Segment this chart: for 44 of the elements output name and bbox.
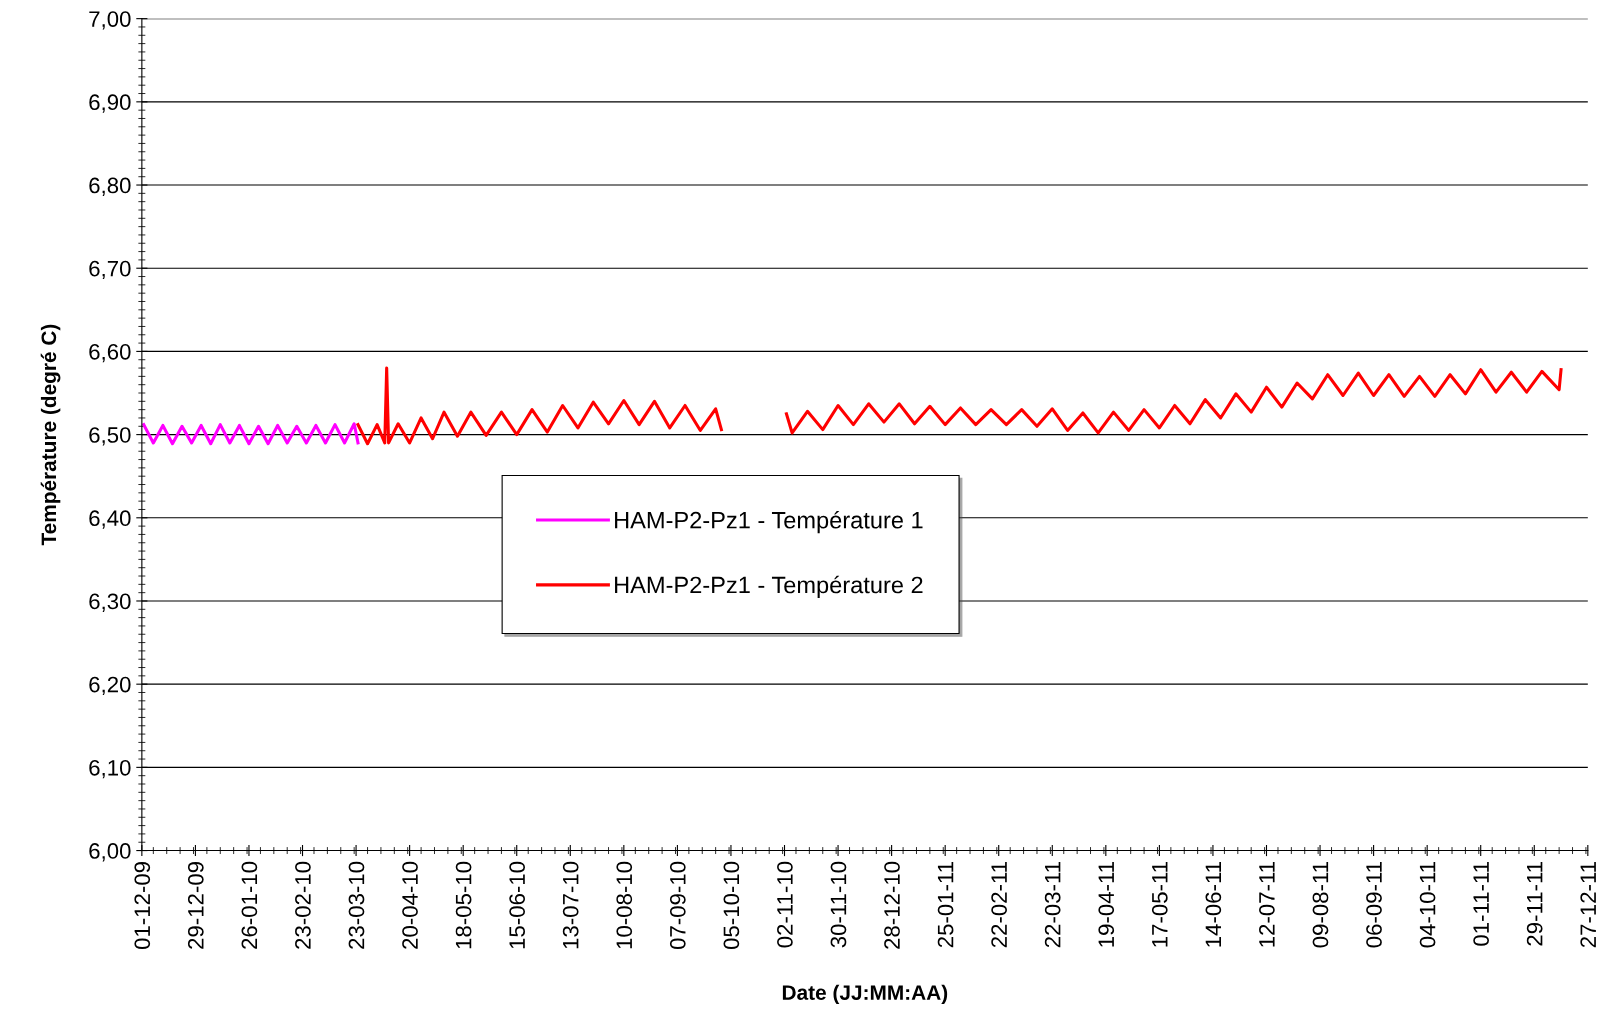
y-tick-label: 6,50 xyxy=(89,427,131,446)
y-tick-label: 6,70 xyxy=(89,260,131,280)
y-tick-label: 6,40 xyxy=(89,510,131,529)
x-tick-label: 29-12-09 xyxy=(187,862,204,949)
y-tick-label: 6,10 xyxy=(89,759,131,779)
x-tick-label: 12-07-11 xyxy=(1259,862,1275,947)
x-tick-label: 23-03-10 xyxy=(348,861,365,949)
x-tick-label: 17-05-11 xyxy=(1151,862,1168,947)
x-tick-label: 14-06-11 xyxy=(1205,862,1222,947)
x-tick-label: 30-11-10 xyxy=(830,861,847,948)
x-tick-label: 02-11-10 xyxy=(777,861,793,948)
x-tick-label: 26-01-10 xyxy=(241,861,258,949)
y-tick-label: 6,00 xyxy=(89,843,131,862)
y-axis-title: Température (degré C) xyxy=(40,324,61,546)
x-tick-label: 27-12-11 xyxy=(1580,862,1596,948)
y-tick-label: 6,60 xyxy=(89,343,131,363)
x-tick-label: 13-07-10 xyxy=(562,861,579,949)
x-axis-title: Date (JJ:MM:AA) xyxy=(782,984,948,1005)
y-tick-label: 6,20 xyxy=(89,676,131,696)
line-series xyxy=(142,422,360,446)
y-tick-label: 7,00 xyxy=(89,11,131,30)
x-tick-label: 18-05-10 xyxy=(455,861,472,949)
x-tick-label: 29-11-11 xyxy=(1526,862,1543,946)
legend-label: HAM-P2-Pz1 - Température 2 xyxy=(615,575,923,599)
x-tick-label: 25-01-11 xyxy=(937,862,954,948)
x-tick-label: 09-08-11 xyxy=(1312,862,1329,948)
x-tick-label: 15-06-10 xyxy=(509,861,526,949)
x-tick-label: 07-09-10 xyxy=(669,861,686,950)
x-tick-label: 06-09-11 xyxy=(1366,862,1382,948)
x-tick-label: 28-12-10 xyxy=(884,861,900,949)
x-tick-label: 10-08-10 xyxy=(616,861,633,949)
x-tick-label: 19-04-11 xyxy=(1098,862,1115,947)
x-tick-label: 05-10-10 xyxy=(723,861,740,950)
x-tick-label: 22-02-11 xyxy=(991,862,1007,948)
x-tick-label: 01-11-11 xyxy=(1473,862,1489,946)
x-tick-label: 04-10-11 xyxy=(1419,862,1436,948)
y-tick-label: 6,90 xyxy=(89,94,131,113)
x-tick-label: 23-02-10 xyxy=(295,861,311,949)
x-tick-label: 20-04-10 xyxy=(402,861,418,949)
x-tick-label: 22-03-11 xyxy=(1044,862,1061,948)
legend-label: HAM-P2-Pz1 - Température 1 xyxy=(615,510,923,534)
y-tick-label: 6,30 xyxy=(89,593,131,612)
y-tick-label: 6,80 xyxy=(89,177,131,196)
x-tick-label: 01-12-09 xyxy=(134,862,151,950)
